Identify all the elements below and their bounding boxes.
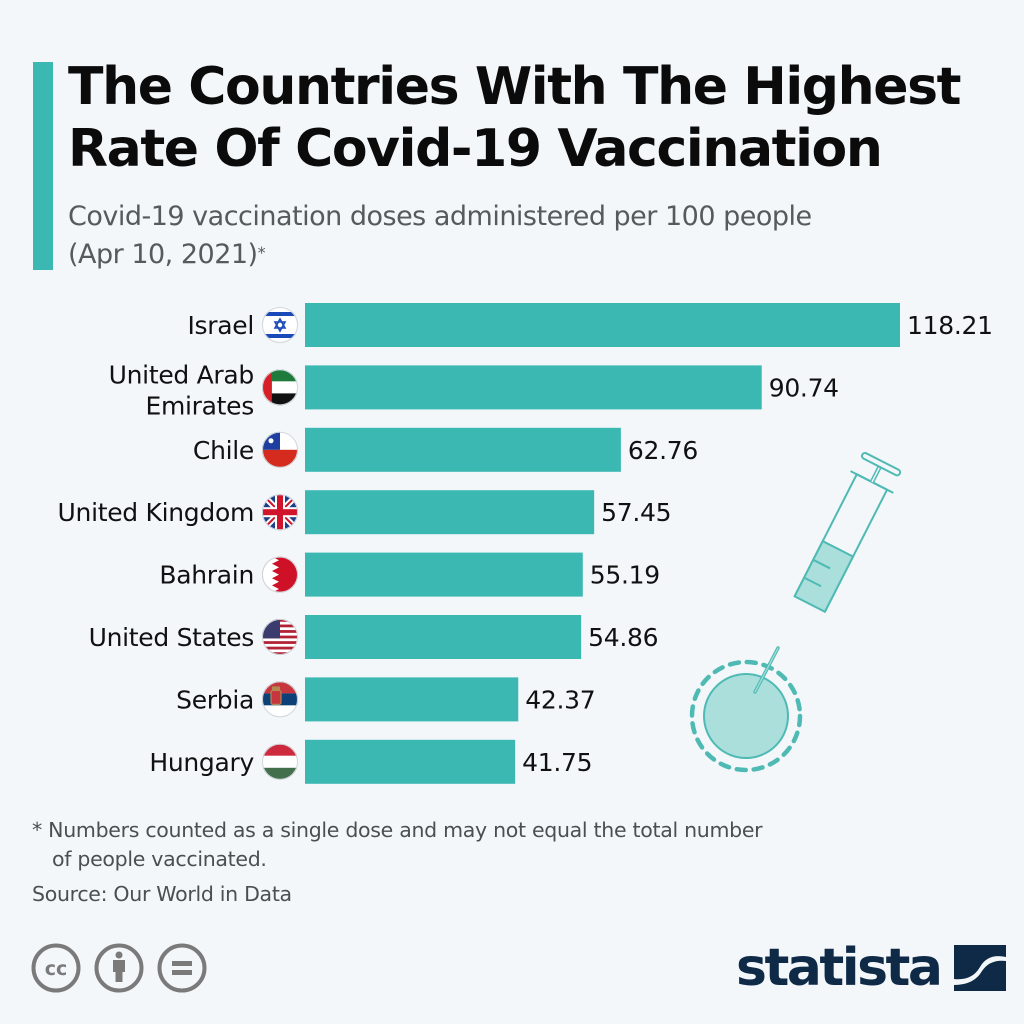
flag-outline	[262, 307, 298, 343]
bar-bahrain	[305, 552, 583, 597]
value-label: 42.37	[525, 685, 595, 714]
us-flag-icon	[262, 619, 298, 655]
value-label: 118.21	[907, 311, 993, 340]
value-label: 57.45	[601, 498, 671, 527]
statista-logo[interactable]: statista	[736, 938, 1008, 998]
title-line-2: Rate Of Covid-19 Vaccination	[68, 119, 883, 179]
flag-outline	[262, 556, 298, 593]
bahrain-flag-icon	[262, 556, 298, 593]
source-note: Source: Our World in Data	[32, 882, 292, 906]
attribution-icon[interactable]	[93, 942, 145, 994]
title-line-1: The Countries With The Highest	[68, 57, 962, 117]
subtitle-line-1: Covid-19 vaccination doses administered …	[68, 201, 812, 232]
subtitle-footnote-marker: *	[257, 243, 266, 262]
category-label: United Kingdom	[58, 498, 254, 527]
value-label: 55.19	[590, 561, 660, 590]
uk-flag-icon	[262, 494, 298, 531]
category-label: United Arab	[109, 360, 254, 389]
chart-title: The Countries With The Highest Rate Of C…	[68, 56, 1018, 180]
brand-name: statista	[736, 938, 943, 998]
bar-united-arab-emirates	[305, 365, 762, 410]
chart-subtitle: Covid-19 vaccination doses administered …	[68, 198, 1008, 274]
category-label: Israel	[187, 311, 254, 340]
subtitle-line-2: (Apr 10, 2021)	[68, 239, 258, 270]
footnote: * Numbers counted as a single dose and m…	[32, 816, 932, 874]
value-label: 41.75	[522, 748, 592, 777]
bar-israel	[305, 303, 900, 347]
no-derivatives-icon[interactable]	[156, 942, 208, 994]
statista-mark-icon	[954, 945, 1007, 991]
value-label: 62.76	[628, 436, 698, 465]
bar-united-states	[305, 615, 582, 659]
syringe-icon	[689, 451, 902, 773]
value-label: 90.74	[769, 373, 839, 402]
cc-icon[interactable]: cc	[30, 942, 82, 994]
license-icons: cc	[30, 942, 208, 994]
footnote-line-1: * Numbers counted as a single dose and m…	[32, 818, 763, 842]
flag-outline	[262, 431, 298, 468]
flag-outline	[262, 619, 298, 655]
category-label: Chile	[193, 436, 254, 465]
svg-text:cc: cc	[45, 958, 68, 980]
category-label: Hungary	[149, 748, 254, 777]
flag-outline	[262, 681, 298, 718]
flag-outline	[262, 743, 298, 780]
value-label: 54.86	[588, 623, 658, 652]
bar-chile	[305, 427, 621, 472]
bar-united-kingdom	[305, 490, 595, 535]
category-label: Bahrain	[159, 561, 254, 590]
flag-outline	[262, 369, 298, 406]
flag-outline	[262, 494, 298, 531]
category-label: Emirates	[145, 391, 254, 420]
bar-serbia	[305, 677, 519, 722]
footnote-line-2: of people vaccinated.	[52, 847, 267, 871]
israel-flag-icon	[262, 307, 298, 343]
bar-hungary	[305, 739, 516, 784]
category-label: United States	[89, 623, 254, 652]
title-accent-bar	[33, 62, 53, 270]
category-label: Serbia	[176, 685, 254, 714]
